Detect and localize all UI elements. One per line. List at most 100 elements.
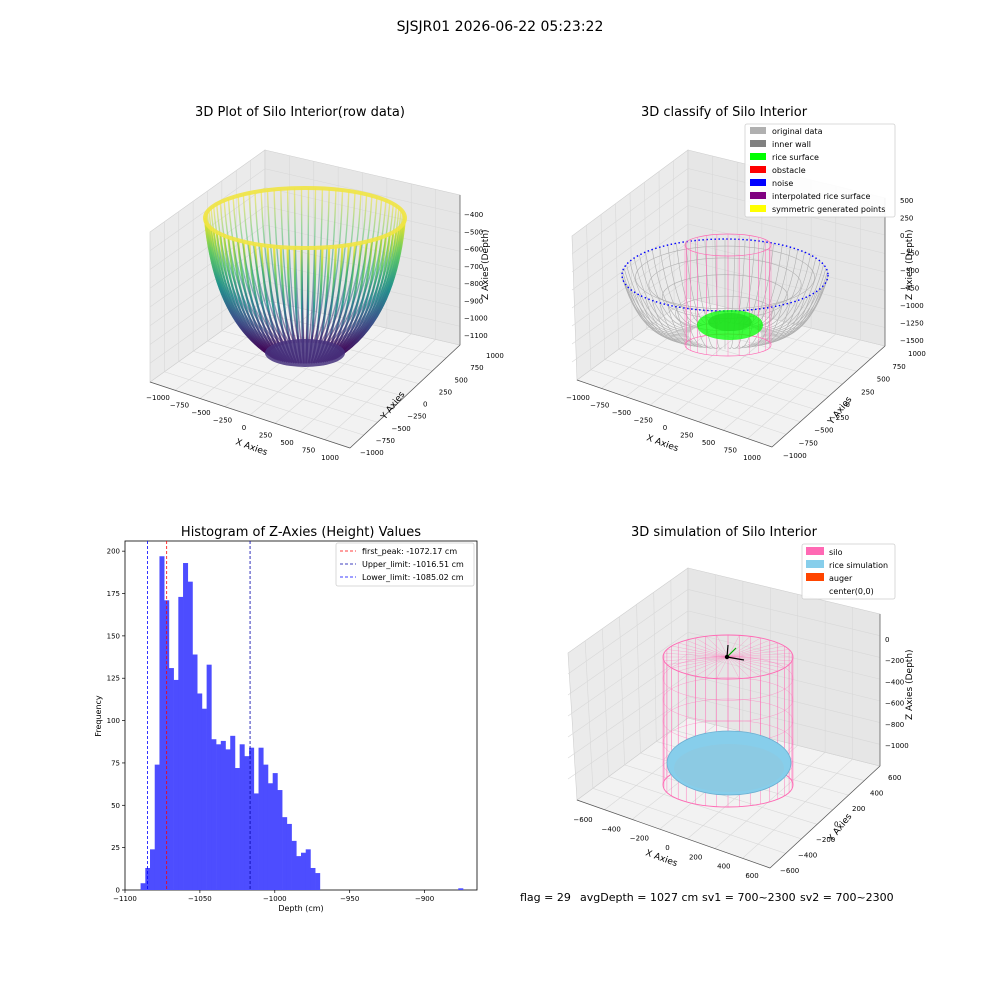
classify-z-tick-label: −1250 xyxy=(900,320,924,328)
legend-swatch xyxy=(750,166,766,173)
point-column xyxy=(266,190,293,344)
raw-y-tick-label: 1000 xyxy=(486,352,504,360)
grid-line xyxy=(149,224,266,308)
silo-roof-spoke xyxy=(686,639,729,658)
point-column xyxy=(321,191,356,345)
legend-swatch xyxy=(750,127,766,134)
footer-avg-depth: avgDepth = 1027 cm xyxy=(580,891,698,904)
point-column xyxy=(338,209,402,351)
grid-line xyxy=(324,339,436,440)
grid-line xyxy=(571,223,689,309)
legend-label: obstacle xyxy=(772,166,806,175)
hist-bar xyxy=(154,764,160,890)
legend-label: noise xyxy=(772,179,793,188)
hist-bar xyxy=(168,668,174,890)
sim-xlabel: X Axies xyxy=(644,848,679,869)
raw-zlabel: Z Axies (Depth) xyxy=(481,229,491,300)
grid-line xyxy=(636,604,641,754)
y-tick-label: 175 xyxy=(107,590,120,598)
classify-title: 3D classify of Silo Interior xyxy=(641,105,808,120)
point-column xyxy=(308,188,317,343)
silo-roof-spoke xyxy=(663,652,729,658)
classify-x-tick-label: −1000 xyxy=(566,394,590,402)
grid-line xyxy=(567,653,689,738)
hist-bar xyxy=(296,856,302,890)
grid-line xyxy=(149,243,266,326)
y-tick-label: 75 xyxy=(111,759,120,767)
raw-z-tick-label: −900 xyxy=(464,297,483,305)
raw-y-tick-label: 250 xyxy=(439,388,452,396)
original-data-line xyxy=(759,264,824,333)
point-column xyxy=(237,195,283,346)
original-data-ring xyxy=(635,245,815,310)
point-column xyxy=(335,203,394,349)
silo-roof-spoke xyxy=(686,656,729,675)
grid-line xyxy=(687,260,886,310)
sim-x-tick-label: −600 xyxy=(573,816,592,824)
point-column xyxy=(208,209,272,351)
hist-bar xyxy=(305,849,311,890)
point-column xyxy=(338,211,404,352)
original-data-line xyxy=(758,261,821,332)
hist-bar xyxy=(197,693,203,890)
grid-line xyxy=(644,182,647,329)
x-tick-label: −1100 xyxy=(113,895,137,903)
point-column xyxy=(260,190,291,344)
raw-y-tick-label: 0 xyxy=(423,401,427,409)
sim-y-tick-label: 0 xyxy=(834,821,838,829)
figure-suptitle: SJSJR01 2026-06-22 05:23:22 xyxy=(397,19,604,35)
panel-classify-3d: 3D classify of Silo Interior −1000−750−5… xyxy=(566,105,926,462)
grid-line xyxy=(653,592,657,742)
raw-x-tick-label: −500 xyxy=(191,409,210,417)
silo-roof-spoke xyxy=(716,635,729,658)
sim-x-tick-label: −200 xyxy=(630,835,649,843)
hist-bar xyxy=(159,556,165,890)
grid-line xyxy=(567,674,689,759)
classify-z-tick-label: −250 xyxy=(900,250,919,258)
sim-z-tick-label: −600 xyxy=(885,700,904,708)
grid-line xyxy=(619,616,625,765)
silo-roof-spoke xyxy=(716,656,729,679)
original-data-line xyxy=(626,264,691,333)
original-data-line xyxy=(633,257,694,331)
point-column xyxy=(312,188,330,344)
hist-bar xyxy=(187,581,193,890)
center-marker xyxy=(724,654,730,660)
original-data-line xyxy=(694,309,715,349)
panel-histogram: Histogram of Z-Axies (Height) Values −11… xyxy=(94,525,478,913)
sim-x-tick-label: 600 xyxy=(745,872,758,880)
classify-y-tick-label: 250 xyxy=(861,388,874,396)
grid-line xyxy=(608,776,802,840)
grid-line xyxy=(586,225,592,370)
legend-swatch xyxy=(806,547,824,555)
legend-swatch xyxy=(750,179,766,186)
grid-line xyxy=(584,640,594,789)
classify-z-tick-label: −1000 xyxy=(900,302,924,310)
grid-line xyxy=(723,333,836,431)
hist-bar xyxy=(253,793,259,890)
original-data-line xyxy=(622,278,690,338)
sim-x-tick-label: 0 xyxy=(665,844,669,852)
silo-roof-spoke xyxy=(695,656,729,677)
x-axis-line xyxy=(576,379,773,448)
point-column xyxy=(223,200,278,348)
y-axis-line xyxy=(769,765,881,869)
rim-points xyxy=(203,186,407,250)
legend-swatch xyxy=(806,560,824,568)
raw-x-tick-label: 1000 xyxy=(321,454,339,462)
raw-xlabel: X Axies xyxy=(234,437,269,458)
raw-axes-panes xyxy=(149,149,461,449)
point-column xyxy=(293,188,302,343)
hist-bar xyxy=(173,679,179,890)
grid-line xyxy=(646,328,843,385)
original-data-line xyxy=(645,252,698,329)
hist-xlabel: Depth (cm) xyxy=(278,904,323,913)
raw-x-tick-label: 750 xyxy=(302,447,315,455)
hist-title: Histogram of Z-Axies (Height) Values xyxy=(181,525,421,540)
classify-x-tick-label: 0 xyxy=(663,424,667,432)
original-data-line xyxy=(747,302,791,347)
hist-legend: first_peak: -1072.17 cm Upper_limit: -101… xyxy=(335,542,475,587)
x-tick-label: −1000 xyxy=(263,895,287,903)
hist-bar xyxy=(150,849,156,890)
original-data-line xyxy=(622,271,690,335)
